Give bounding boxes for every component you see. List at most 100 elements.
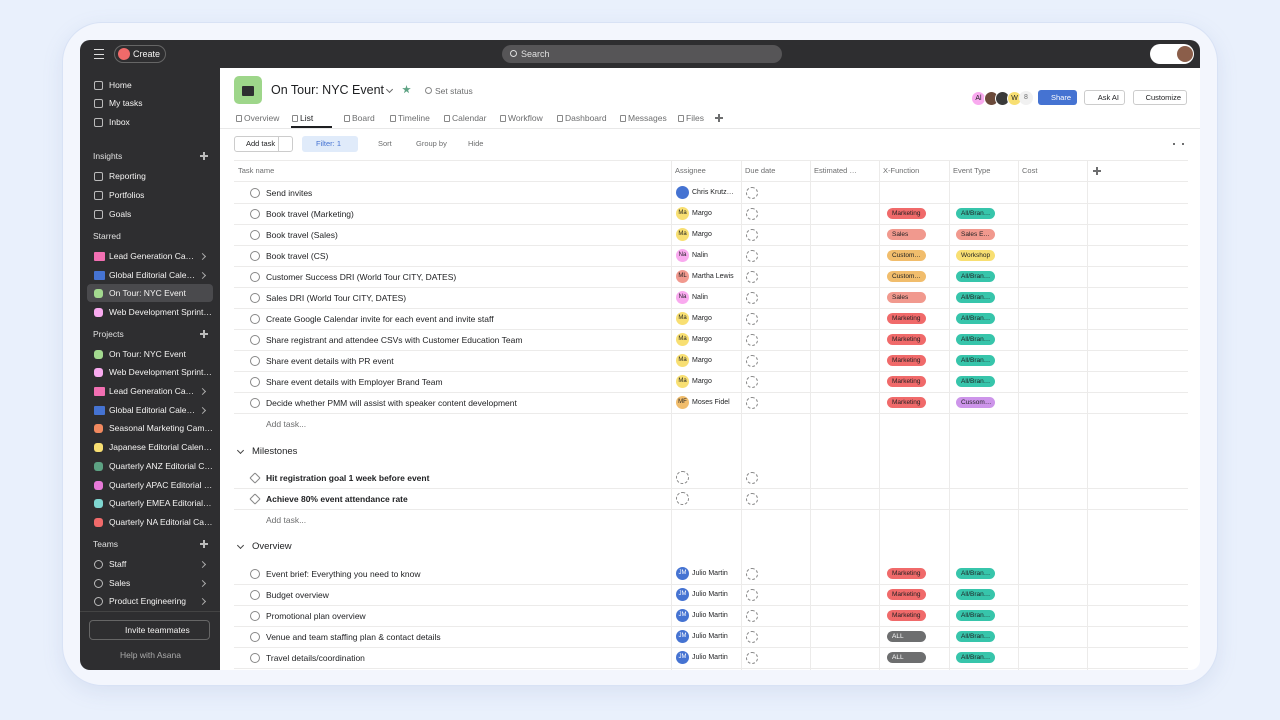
sidebar-item[interactable]: Web Development Sprint…: [109, 307, 212, 317]
task-name[interactable]: Budget overview: [266, 589, 329, 600]
due-date-icon[interactable]: [746, 630, 758, 643]
check-icon[interactable]: [250, 652, 260, 663]
due-date-icon[interactable]: [746, 375, 758, 388]
task-name[interactable]: Travel details/coordination: [266, 652, 365, 663]
task-name[interactable]: Book travel (CS): [266, 250, 329, 261]
sidebar-item[interactable]: Home: [109, 80, 132, 90]
due-date-icon[interactable]: [746, 588, 758, 601]
sidebar-item[interactable]: Reporting: [109, 171, 146, 181]
section-caret[interactable]: [236, 446, 245, 455]
task-name[interactable]: Event brief: Everything you need to know: [266, 568, 421, 579]
menu-icon[interactable]: [94, 49, 104, 59]
task-name[interactable]: Customer Success DRI (World Tour CITY, D…: [266, 271, 457, 282]
sidebar-item[interactable]: Inbox: [109, 117, 130, 127]
due-date-icon[interactable]: [746, 228, 758, 241]
check-icon[interactable]: [250, 187, 260, 198]
check-icon[interactable]: [250, 271, 260, 282]
due-date-icon[interactable]: [746, 354, 758, 367]
due-date-icon[interactable]: [746, 207, 758, 220]
dropdown-caret[interactable]: [385, 85, 394, 94]
due-date-icon[interactable]: [746, 396, 758, 409]
sidebar-item[interactable]: Quarterly NA Editorial Ca…: [109, 517, 213, 527]
customize-button[interactable]: Customize: [1133, 90, 1187, 105]
hide-button[interactable]: Hide: [468, 139, 484, 148]
task-name[interactable]: Decide whether PMM will assist with spea…: [266, 397, 517, 408]
sidebar-item[interactable]: Seasonal Marketing Cam…: [109, 423, 213, 433]
task-name[interactable]: Book travel (Marketing): [266, 208, 354, 219]
project-tab[interactable]: Timeline: [398, 113, 430, 123]
check-icon[interactable]: [250, 292, 260, 303]
sidebar-item[interactable]: Global Editorial Cale…: [109, 270, 195, 280]
more-menu[interactable]: [1173, 143, 1184, 145]
sidebar-item[interactable]: On Tour: NYC Event: [109, 288, 186, 298]
invite-button[interactable]: [89, 620, 210, 640]
due-date-icon[interactable]: [746, 609, 758, 622]
group-by-button[interactable]: Group by: [416, 139, 447, 148]
check-icon[interactable]: [250, 355, 260, 366]
check-icon[interactable]: [250, 397, 260, 408]
sidebar-item[interactable]: Portfolios: [109, 190, 145, 200]
check-icon[interactable]: [250, 376, 260, 387]
sidebar-item[interactable]: Sales: [109, 578, 131, 588]
add-task-button[interactable]: [234, 136, 293, 152]
due-date-icon[interactable]: [746, 249, 758, 262]
sidebar-item[interactable]: Quarterly EMEA Editorial…: [109, 498, 212, 508]
task-name[interactable]: Achieve 80% event attendance rate: [266, 493, 408, 504]
star-icon[interactable]: [402, 85, 411, 94]
project-tab[interactable]: Files: [686, 113, 704, 123]
project-tab[interactable]: Messages: [628, 113, 667, 123]
check-icon[interactable]: [250, 568, 260, 579]
project-tab[interactable]: Board: [352, 113, 375, 123]
add-task-label[interactable]: Add task: [246, 139, 276, 148]
check-icon[interactable]: [250, 208, 260, 219]
task-name[interactable]: Send invites: [266, 187, 313, 198]
section-caret[interactable]: [236, 541, 245, 550]
filter-label[interactable]: Filter: 1: [316, 139, 342, 148]
task-name[interactable]: Share event details with Employer Brand …: [266, 376, 443, 387]
task-name[interactable]: Share event details with PR event: [266, 355, 394, 366]
due-date-icon[interactable]: [746, 567, 758, 580]
task-name[interactable]: Venue and team staffing plan & contact d…: [266, 631, 441, 642]
milestone-icon[interactable]: [249, 492, 261, 505]
project-tab[interactable]: List: [300, 113, 314, 123]
create-button[interactable]: [114, 45, 166, 63]
milestone-icon[interactable]: [249, 471, 261, 484]
task-name[interactable]: Sales DRI (World Tour CITY, DATES): [266, 292, 407, 303]
sidebar-item[interactable]: Lead Generation Ca…: [109, 386, 195, 396]
due-date-icon[interactable]: [746, 291, 758, 304]
check-icon[interactable]: [250, 229, 260, 240]
task-name[interactable]: Hit registration goal 1 week before even…: [266, 472, 430, 483]
sidebar-item[interactable]: Staff: [109, 559, 127, 569]
empty-assignee[interactable]: [676, 492, 689, 505]
ask-ai-button[interactable]: Ask AI: [1084, 90, 1125, 105]
sidebar-item[interactable]: Lead Generation Ca…: [109, 251, 195, 261]
sidebar-item[interactable]: Web Development Sprint…: [109, 367, 212, 377]
check-icon[interactable]: [250, 589, 260, 600]
task-name[interactable]: Share registrant and attendee CSVs with …: [266, 334, 523, 345]
due-date-icon[interactable]: [746, 492, 758, 505]
check-icon[interactable]: [250, 610, 260, 621]
due-date-icon[interactable]: [746, 312, 758, 325]
sidebar-item[interactable]: Quarterly APAC Editorial …: [109, 480, 213, 490]
due-date-icon[interactable]: [746, 186, 758, 199]
project-tab[interactable]: Dashboard: [565, 113, 607, 123]
due-date-icon[interactable]: [746, 471, 758, 484]
check-icon[interactable]: [250, 334, 260, 345]
project-tab[interactable]: Calendar: [452, 113, 487, 123]
set-status[interactable]: Set status: [435, 86, 473, 96]
check-icon[interactable]: [250, 631, 260, 642]
invite-label[interactable]: Invite teammates: [125, 625, 190, 635]
add-task-row[interactable]: Add task...: [266, 418, 307, 429]
sidebar-item[interactable]: On Tour: NYC Event: [109, 349, 186, 359]
task-name[interactable]: Book travel (Sales): [266, 229, 338, 240]
task-name[interactable]: Promotional plan overview: [266, 610, 366, 621]
sidebar-item[interactable]: Japanese Editorial Calen…: [109, 442, 213, 452]
sidebar-item[interactable]: My tasks: [109, 98, 143, 108]
empty-assignee[interactable]: [676, 471, 689, 484]
check-icon[interactable]: [250, 313, 260, 324]
sidebar-item[interactable]: Goals: [109, 209, 132, 219]
filter-button[interactable]: [302, 136, 358, 152]
project-tab[interactable]: Overview: [244, 113, 280, 123]
search-bar[interactable]: [502, 45, 782, 63]
due-date-icon[interactable]: [746, 651, 758, 664]
